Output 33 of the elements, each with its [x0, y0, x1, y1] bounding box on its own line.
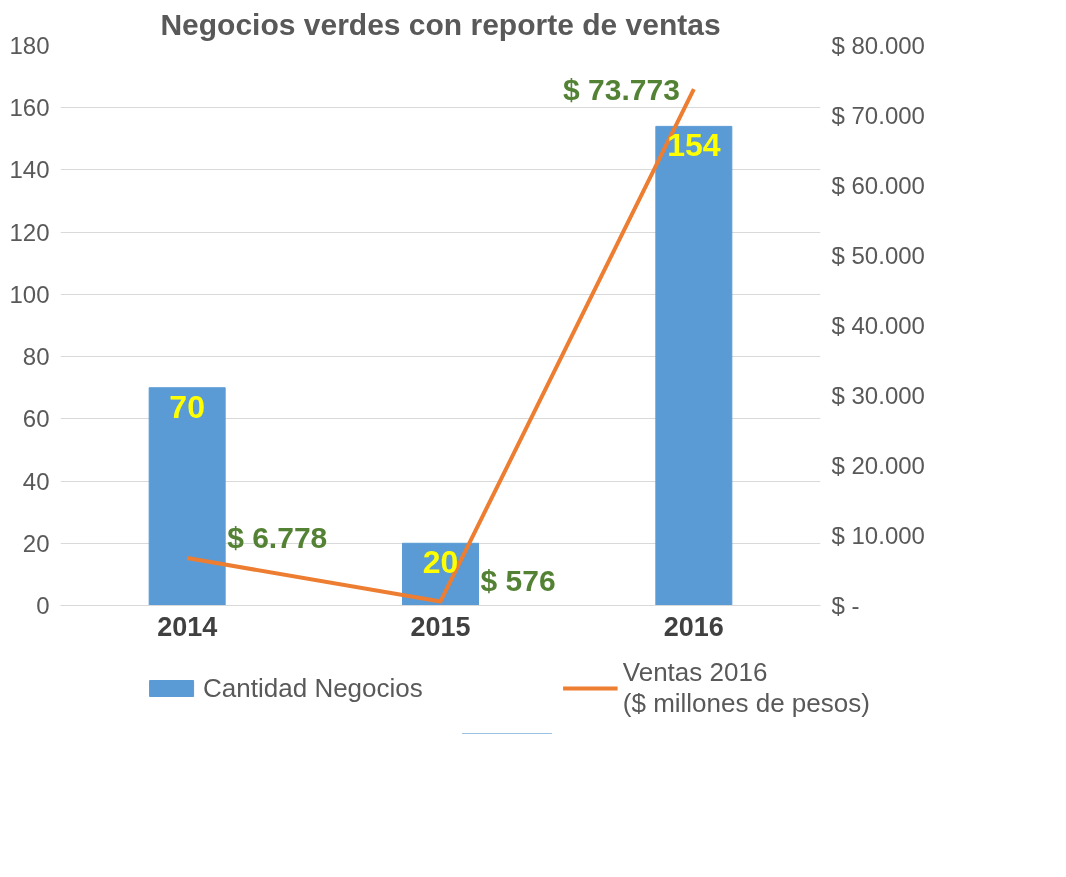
data-label: $ 576 [480, 564, 556, 598]
y-tick-label: 60 [22, 405, 50, 433]
y-tick-label: 140 [9, 156, 50, 184]
y2-tick-label: $ 30.000 [831, 382, 925, 409]
y-tick-label: 20 [22, 529, 50, 557]
y2-tick-label: $ 50.000 [831, 242, 925, 269]
data-label: $ 73.773 [563, 72, 680, 106]
y-tick-label: 120 [9, 218, 50, 246]
x-tick-label: 2014 [157, 611, 218, 642]
y2-tick-label: $ 40.000 [831, 312, 925, 339]
legend-label: Ventas 2016 ($ millones de pesos) [622, 657, 870, 719]
y-tick-label: 0 [36, 592, 50, 619]
data-label: $ 6.778 [227, 521, 328, 555]
y-tick-label: 160 [9, 94, 50, 122]
y2-tick-label: $ - [831, 592, 860, 619]
y2-tick-label: $ 20.000 [831, 452, 925, 479]
x-tick-label: 2015 [410, 611, 471, 642]
bar [655, 125, 733, 606]
y-tick-label: 180 [9, 32, 50, 59]
legend-label: Cantidad Negocios [203, 672, 423, 704]
bar [148, 387, 226, 606]
x-tick-label: 2016 [663, 611, 724, 642]
data-label: 20 [422, 544, 459, 581]
data-label: 154 [667, 127, 721, 164]
data-label: 70 [169, 388, 205, 425]
y-tick-label: 100 [9, 280, 50, 308]
y2-tick-label: $ 80.000 [831, 32, 925, 59]
chart-title: Negocios verdes con reporte de ventas [160, 7, 721, 41]
y2-tick-label: $ 10.000 [831, 522, 925, 549]
y2-tick-label: $ 70.000 [831, 102, 925, 129]
y2-tick-label: $ 60.000 [831, 172, 925, 199]
y-tick-label: 40 [22, 467, 50, 495]
y-tick-label: 80 [22, 343, 50, 371]
